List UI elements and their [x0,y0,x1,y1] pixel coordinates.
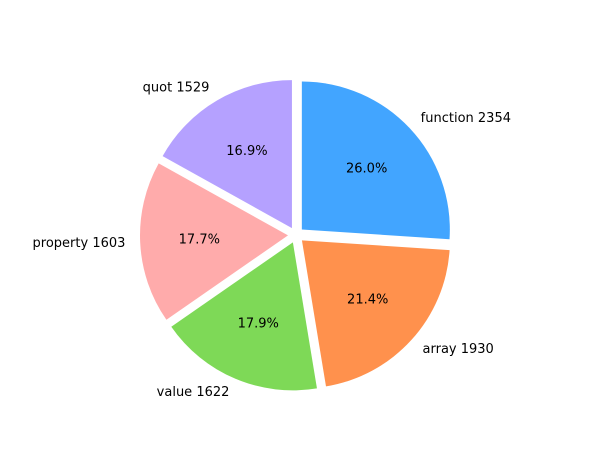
category-label-value: value 1622 [157,385,230,400]
pie-labels: 26.0% function 2354 21.4% array 1930 17.9% va… [33,80,511,400]
category-label-array: array 1930 [423,342,494,357]
category-label-property: property 1603 [33,236,126,251]
pie-slice-value [171,242,317,391]
category-label-function: function 2354 [421,111,511,126]
pie-slices [140,80,450,391]
pie-slice-property [140,163,289,320]
category-label-quot: quot 1529 [143,80,210,95]
percent-label-property: 17.7% [179,232,220,247]
pie-slice-function [301,81,450,240]
percent-label-value: 17.9% [238,317,279,332]
pie-slice-array [301,240,450,387]
percent-label-array: 21.4% [347,293,388,308]
percent-label-function: 26.0% [346,161,387,176]
percent-label-quot: 16.9% [226,144,267,159]
pie-slice-quot [162,80,292,229]
